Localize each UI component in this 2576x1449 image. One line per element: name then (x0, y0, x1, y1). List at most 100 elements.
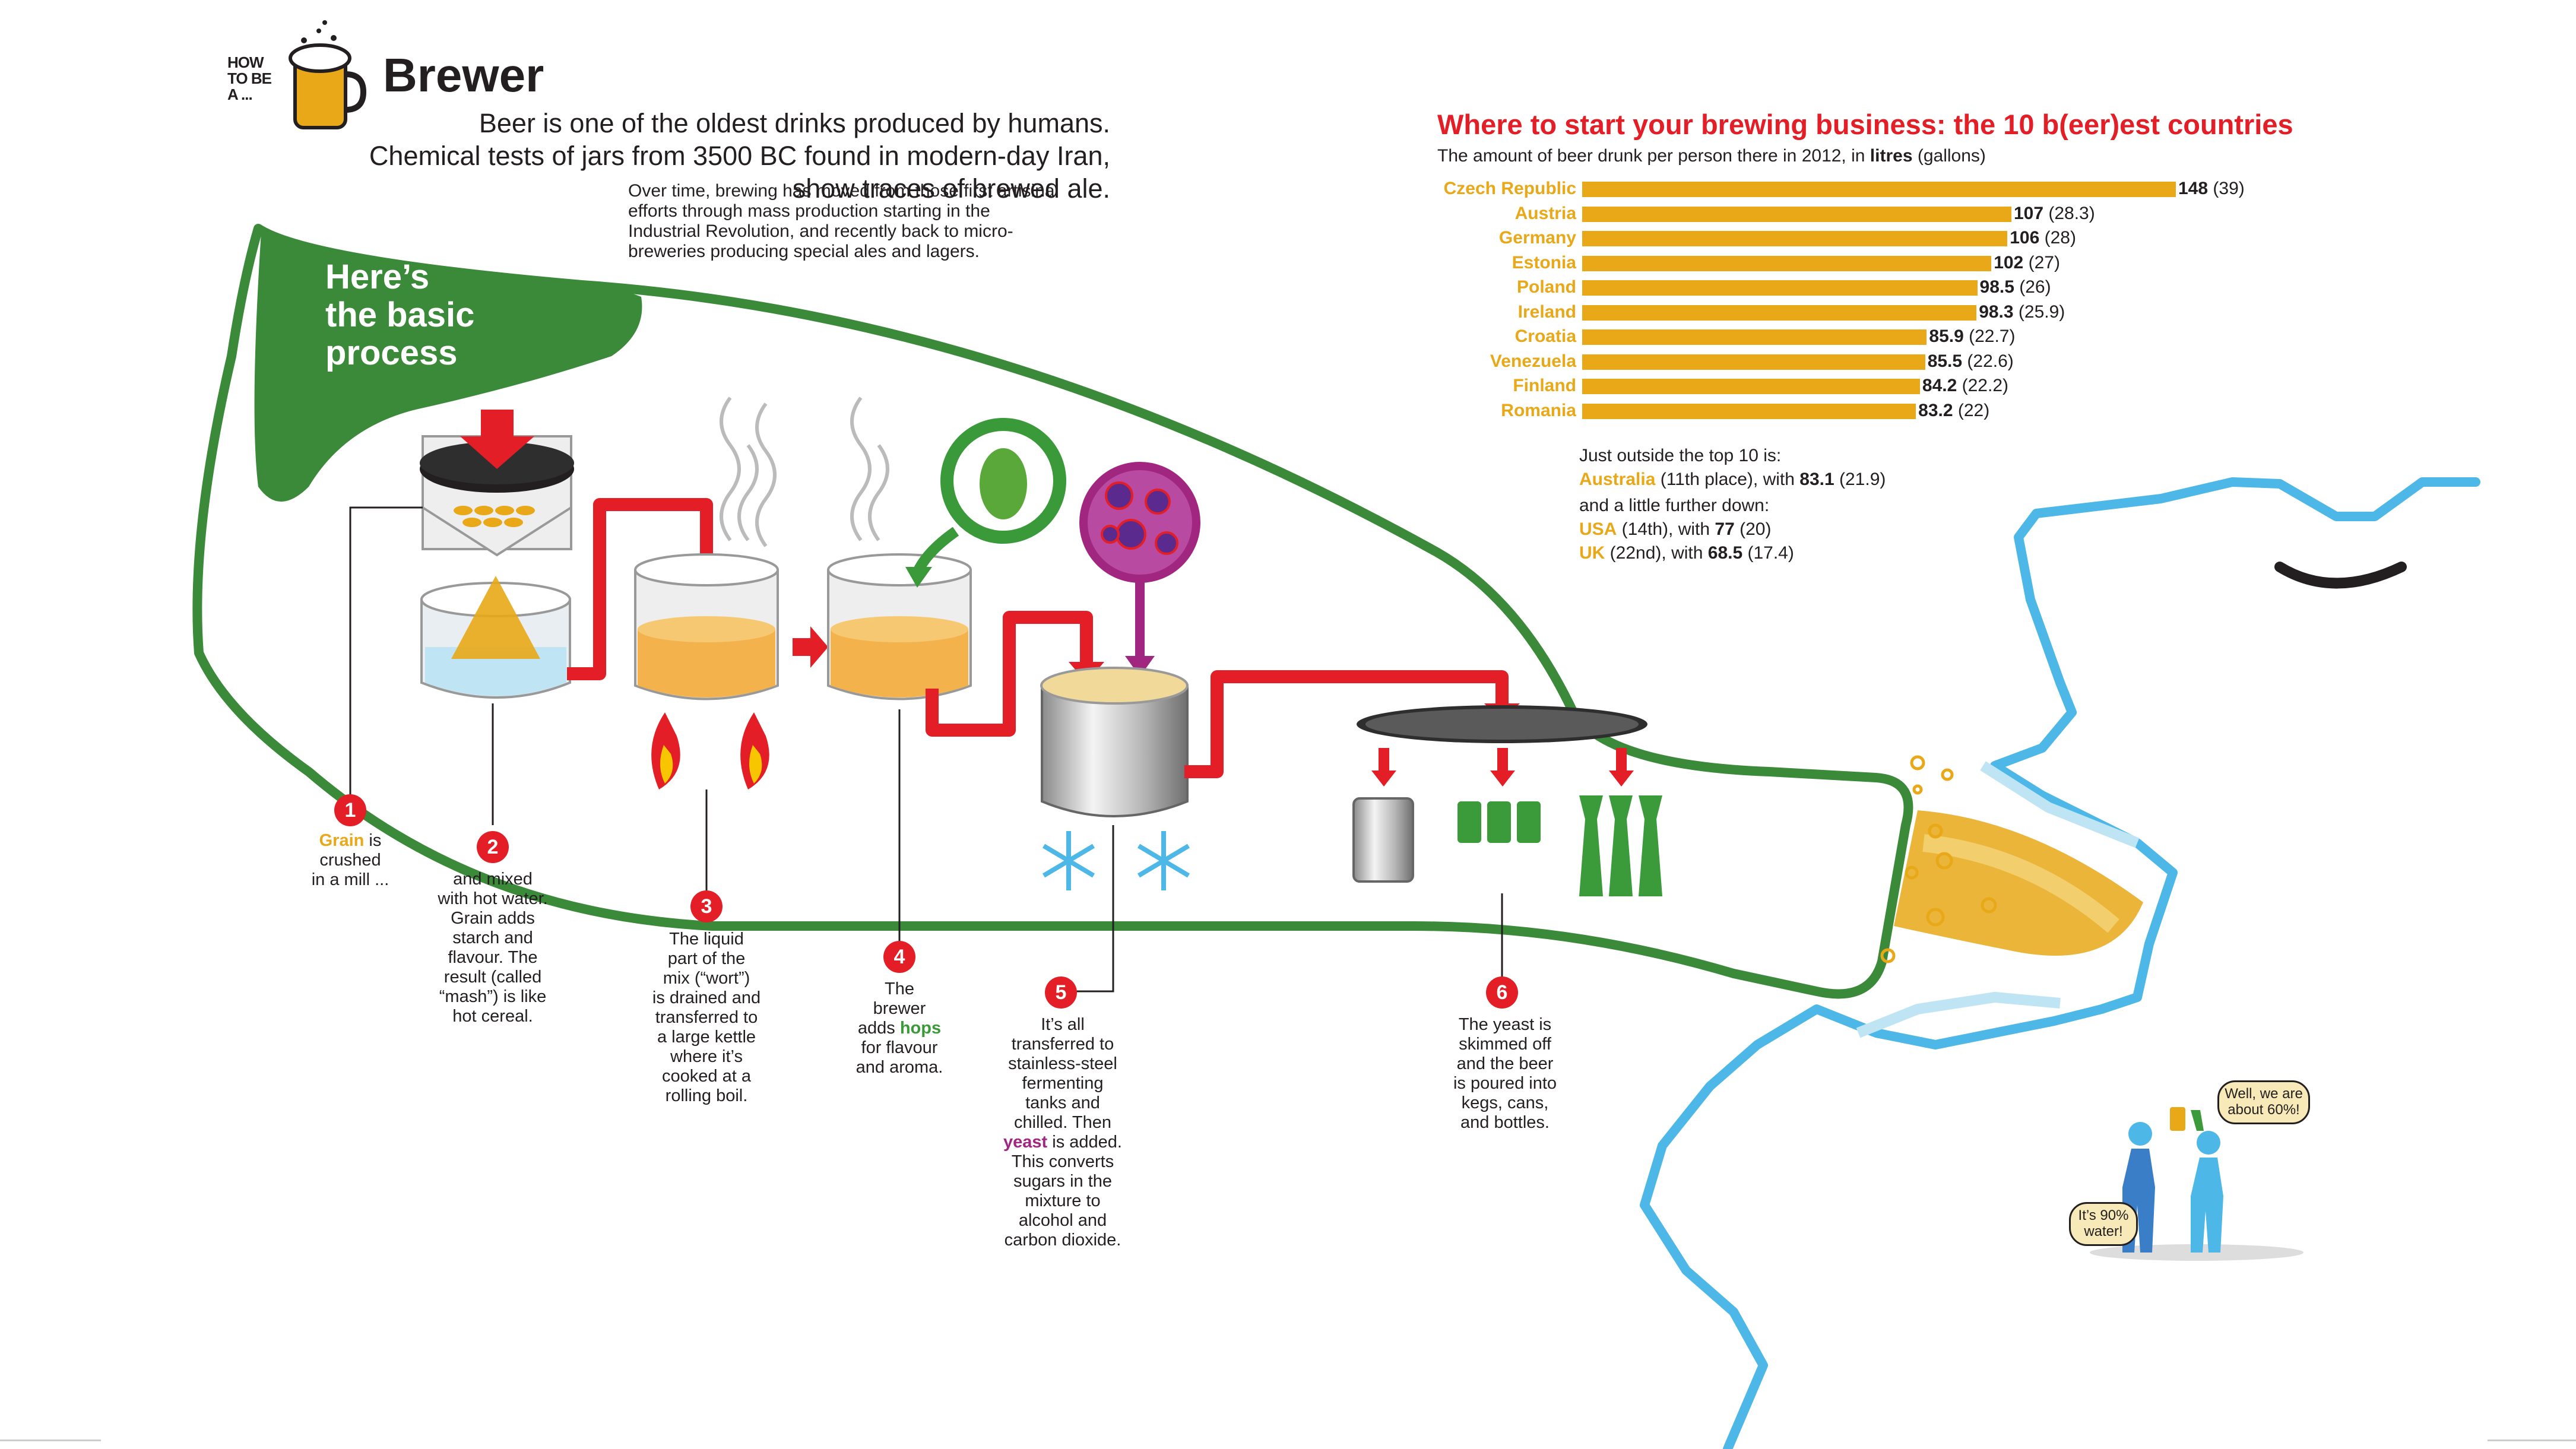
bar-value-litres-0: 148 (2178, 179, 2209, 198)
pipe-hops-to-tank (926, 611, 1093, 737)
bar-label-0: Czech Republic (1443, 179, 1576, 198)
bar-label-6: Croatia (1514, 326, 1576, 346)
bar-value-6: 85.9 (22.7) (1929, 326, 2015, 347)
chart-subtitle-text: The amount of beer drunk per person ther… (1437, 146, 1870, 166)
bar-label-5: Ireland (1517, 302, 1576, 322)
packaging-illustration (1352, 705, 1662, 896)
page-title: Brewer (383, 49, 544, 102)
bar-value-gallons-9: (22) (1953, 400, 1990, 420)
step-6-badge: 6 (1486, 976, 1518, 1009)
eye-shape (2274, 562, 2407, 589)
step-5-description-b: is added. This converts sugars in the mi… (1004, 1133, 1122, 1250)
upper-lip-outline (1980, 761, 2140, 848)
how-to-be-label: HOW TO BE A ... (227, 53, 272, 103)
step-5-badge: 5 (1045, 976, 1077, 1009)
step-5-text: It’s all transferred to stainless-steel … (974, 1015, 1152, 1250)
drinker-profile-outline (1640, 477, 2480, 1449)
step-4-text: The brewer adds hops for flavour and aro… (831, 979, 968, 1077)
step-3-text: The liquid part of the mix (“wort”) is d… (652, 930, 761, 1105)
outside-top10-intro: Just outside the top 10 is: (1579, 446, 1782, 465)
uk-rank: (22nd), with (1605, 543, 1708, 563)
australia-note: Australia (11th place), with 83.1 (21.9) (1579, 468, 2114, 492)
bar-value-gallons-5: (25.9) (2013, 302, 2065, 322)
bar-value-litres-1: 107 (2013, 203, 2044, 223)
speech-bubble-left: It’s 90% water! (2069, 1202, 2138, 1246)
bar-value-litres-2: 106 (2010, 228, 2040, 248)
leader-lines (349, 506, 1503, 993)
bar-value-gallons-8: (22.2) (1957, 376, 2009, 395)
bar-value-litres-3: 102 (1994, 252, 2024, 272)
bar-label-3: Estonia (1512, 252, 1576, 272)
bar-6 (1582, 329, 1927, 345)
fermenting-tank-illustration (1040, 667, 1190, 890)
pipe-tank-to-strainer (1184, 670, 1509, 778)
bar-5 (1582, 305, 1977, 321)
uk-gallons: (17.4) (1742, 543, 1794, 563)
step-1-badge: 1 (334, 794, 366, 826)
bar-7 (1582, 354, 1925, 370)
step-3-badge: 3 (690, 890, 723, 922)
process-title: Here’s the basic process (325, 258, 475, 372)
bar-9 (1582, 403, 1916, 419)
australia-litres: 83.1 (1799, 470, 1834, 489)
speech-bubble-right: Well, we are about 60%! (2217, 1080, 2310, 1124)
chart-title: Where to start your brewing business: th… (1437, 109, 2293, 140)
bar-value-4: 98.5 (26) (1980, 277, 2051, 298)
chart-subtitle: The amount of beer drunk per person ther… (1437, 145, 1986, 167)
bar-value-gallons-4: (26) (2014, 277, 2051, 297)
bar-value-gallons-1: (28.3) (2043, 203, 2095, 223)
bar-2 (1582, 231, 2008, 246)
bar-label-8: Finland (1513, 376, 1576, 395)
foam-bubbles (1880, 755, 1997, 963)
bar-value-gallons-7: (22.6) (1962, 351, 2014, 371)
bar-value-3: 102 (27) (1994, 252, 2060, 274)
bar-value-gallons-2: (28) (2039, 228, 2076, 248)
usa-litres: 77 (1715, 519, 1735, 539)
bar-label-4: Poland (1516, 277, 1576, 297)
lead-paragraph: Beer is one of the oldest drinks produce… (369, 108, 1110, 204)
chart-subtitle-unit: litres (1870, 146, 1913, 166)
mill-illustration (420, 410, 574, 557)
bar-value-2: 106 (28) (2010, 227, 2076, 249)
step-1-description: is crushed in a mill ... (311, 831, 389, 889)
bar-value-litres-6: 85.9 (1929, 326, 1964, 346)
bar-value-0: 148 (39) (2178, 178, 2245, 199)
kettle-illustration (634, 397, 779, 790)
step-4-description-a: The brewer adds (857, 979, 926, 1038)
bar-4 (1582, 280, 1978, 296)
arrow-kettle-to-hops (793, 626, 828, 668)
bar-3 (1582, 255, 1992, 271)
step-1-text: Grain is crushed in a mill ... (279, 831, 422, 890)
step-2-badge: 2 (477, 831, 509, 863)
chart-notes: Just outside the top 10 is: Australia (1… (1579, 444, 2114, 565)
usa-name: USA (1579, 519, 1617, 539)
bottle-outline (192, 224, 1913, 999)
intro-paragraph: Over time, brewing has moved from those … (628, 181, 1059, 261)
step-4-badge: 4 (883, 941, 915, 973)
pipe-mash-to-kettle (567, 498, 713, 680)
bar-value-litres-7: 85.5 (1927, 351, 1963, 371)
australia-gallons: (21.9) (1834, 470, 1886, 489)
step-4-highlight: hops (899, 1019, 942, 1038)
usa-note: USA (14th), with 77 (20) (1579, 518, 2114, 541)
bar-value-litres-9: 83.2 (1918, 400, 1953, 420)
australia-name: Australia (1579, 470, 1656, 489)
hops-kettle-illustration (827, 397, 1066, 700)
bar-label-7: Venezuela (1490, 351, 1576, 371)
bar-label-2: Germany (1498, 228, 1576, 248)
bar-value-gallons-3: (27) (2023, 252, 2060, 272)
australia-rank: (11th place), with (1655, 470, 1800, 489)
bar-value-litres-4: 98.5 (1979, 277, 2014, 297)
lower-lip-outline (1856, 991, 2061, 1038)
usa-gallons: (20) (1734, 519, 1772, 539)
page-edge-rule-left (0, 1440, 101, 1441)
bar-value-5: 98.3 (25.9) (1979, 302, 2065, 323)
bar-value-litres-8: 84.2 (1922, 376, 1957, 395)
uk-name: UK (1579, 543, 1605, 563)
beer-consumption-bar-chart: Czech Republic 148 (39) Austria 107 (28.3) G… (1365, 178, 2315, 439)
step-4-description-b: for flavour and aroma. (856, 1038, 943, 1077)
step-2-text: and mixed with hot water. Grain adds sta… (438, 870, 548, 1026)
bar-value-9: 83.2 (22) (1918, 400, 1989, 421)
